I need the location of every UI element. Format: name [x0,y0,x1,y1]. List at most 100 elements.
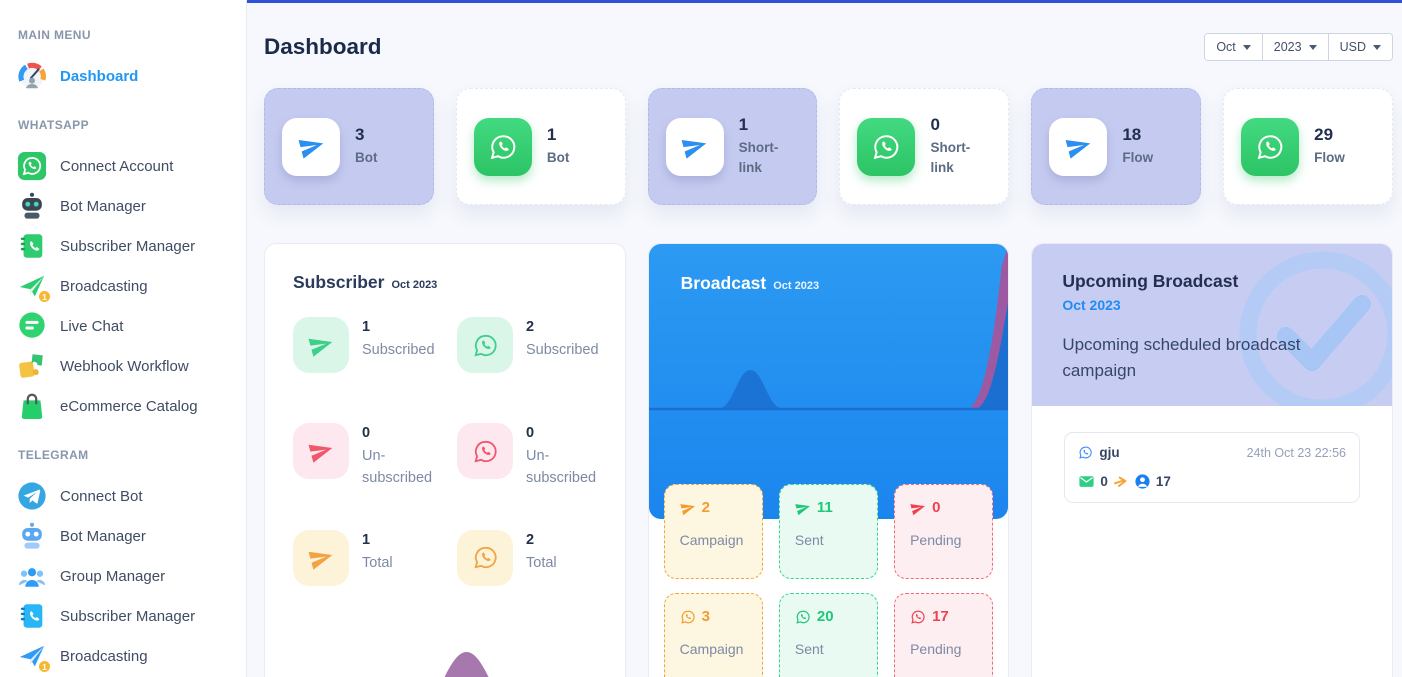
arrow-right-icon [1113,476,1127,487]
chip-telegram-campaign: 2 Campaign [663,484,763,579]
chip-whatsapp-sent: 20 Sent [778,593,879,677]
chip-whatsapp-pending: 17 Pending [894,593,994,677]
stat-value: 1 [546,124,557,144]
stat-label: Flow [1122,149,1154,165]
broadcast-count-badge: 1 [38,660,51,673]
sidebar-item-label: Dashboard [60,67,139,85]
sidebar-item-label: Webhook Workflow [60,357,189,375]
shopping-bag-icon [16,390,48,422]
sidebar-item-label: Subscriber Manager [60,237,196,255]
sidebar-item-tg-bot-manager[interactable]: Bot Manager [16,516,238,556]
stat-label: Un-subscribed [526,448,597,486]
sidebar-section-main-menu: MAIN MENU [18,28,91,42]
chip-label: Pending [910,532,962,548]
sidebar-item-label: Broadcasting [60,277,148,295]
chip-label: Sent [794,532,824,548]
chip-label: Campaign [679,532,744,548]
stat-value: 1 [362,319,371,335]
year-filter-dropdown[interactable]: 2023 [1261,34,1328,60]
sidebar-item-wa-bot-manager[interactable]: Bot Manager [16,186,238,226]
sidebar-item-label: eCommerce Catalog [60,397,198,415]
whatsapp-icon [457,529,513,586]
broadcast-count-badge: 1 [38,290,51,303]
sidebar-item-tg-subscriber-manager[interactable]: Subscriber Manager [16,596,238,636]
chip-telegram-pending: 0 Pending [894,484,994,579]
sidebar-item-tg-broadcasting[interactable]: 1 Broadcasting [16,636,238,676]
sidebar-item-connect-bot[interactable]: Connect Bot [16,476,238,516]
stat-label: Subscribed [526,342,599,358]
subscriber-panel-title: Subscriber [293,272,385,292]
stat-value: 18 [1122,124,1142,144]
telegram-icon [16,480,48,512]
sidebar-section-telegram: TELEGRAM [18,448,89,462]
recipients-count: 17 [1155,474,1171,489]
main-content: Dashboard Oct 2023 USD [247,0,1402,677]
chip-value: 11 [816,499,833,516]
stat-label: Total [526,554,557,571]
month-filter-dropdown[interactable]: Oct [1205,34,1262,60]
telegram-plane-icon [293,317,349,373]
stat-whatsapp-total: 2 Total [457,529,597,586]
stat-value: 1 [362,531,371,548]
address-book-icon [16,600,48,632]
group-icon [16,560,48,592]
year-filter-label: 2023 [1273,40,1302,54]
broadcast-panel: Broadcast Oct 2023 [647,243,1010,677]
telegram-plane-icon [282,117,340,176]
chip-label: Pending [910,641,962,657]
sidebar-item-wa-broadcasting[interactable]: 1 Broadcasting [16,266,238,306]
stat-value: 29 [1314,124,1334,144]
stat-whatsapp-subscribed: 2 Subscribed [457,317,599,373]
sidebar-item-live-chat[interactable]: Live Chat [16,306,238,346]
sidebar-item-label: Bot Manager [60,527,146,545]
chip-value: 3 [701,608,710,625]
stat-telegram-subscribed: 1 Subscribed [293,317,457,373]
telegram-plane-icon [665,117,724,176]
sidebar-item-dashboard[interactable]: Dashboard [16,56,238,96]
whatsapp-icon [1241,117,1300,176]
sidebar-item-label: Broadcasting [60,647,148,665]
month-filter-label: Oct [1216,40,1236,54]
sidebar-item-label: Bot Manager [60,197,146,215]
stat-telegram-unsubscribed: 0 Un-subscribed [293,423,457,490]
panels-row: Subscriber Oct 2023 1 Subscribed 2 [264,243,1393,677]
stat-cards-row: 3 Bot 1 Bot 1 Short-link [264,88,1393,205]
speedometer-icon [16,60,48,92]
sidebar-item-webhook-workflow[interactable]: Webhook Workflow [16,346,238,386]
upcoming-broadcast-header: Upcoming Broadcast Oct 2023 Upcoming sch… [1032,244,1392,406]
whatsapp-icon [457,317,513,373]
stat-label: Subscribed [362,342,435,358]
subscriber-panel: Subscriber Oct 2023 1 Subscribed 2 [264,243,626,677]
upcoming-broadcast-panel: Upcoming Broadcast Oct 2023 Upcoming sch… [1031,243,1393,677]
sent-count: 0 [1100,474,1108,489]
stat-value: 0 [526,425,535,441]
robot-icon [16,190,48,222]
sidebar-item-group-manager[interactable]: Group Manager [16,556,238,596]
whatsapp-icon [457,423,513,479]
paper-plane-icon: 1 [16,640,51,673]
broadcast-panel-title: Broadcast [680,273,767,293]
stat-card-whatsapp-flow: 29 Flow [1223,88,1393,205]
currency-filter-dropdown[interactable]: USD [1327,34,1392,60]
stat-value: 2 [526,531,535,548]
chip-value: 0 [932,499,941,516]
broadcast-panel-period: Oct 2023 [773,280,820,292]
subscriber-panel-period: Oct 2023 [391,279,438,291]
chip-value: 2 [701,499,710,516]
page-header: Dashboard Oct 2023 USD [264,33,1393,61]
sidebar-item-connect-account[interactable]: Connect Account [16,146,238,186]
campaign-name: gju [1099,445,1120,460]
caret-down-icon [1242,44,1251,50]
sidebar-item-wa-subscriber-manager[interactable]: Subscriber Manager [16,226,238,266]
whatsapp-icon [857,117,916,176]
telegram-plane-icon [1049,117,1108,176]
sidebar-item-ecommerce-catalog[interactable]: eCommerce Catalog [16,386,238,426]
telegram-plane-icon [293,423,349,479]
whatsapp-icon [1079,446,1093,459]
chip-value: 17 [932,608,949,625]
stat-label: Bot [546,149,570,165]
address-book-icon [16,230,48,262]
stat-value: 1 [738,114,749,134]
stat-whatsapp-unsubscribed: 0 Un-subscribed [457,423,597,490]
upcoming-panel-description: Upcoming scheduled broadcast campaign [1062,335,1301,380]
